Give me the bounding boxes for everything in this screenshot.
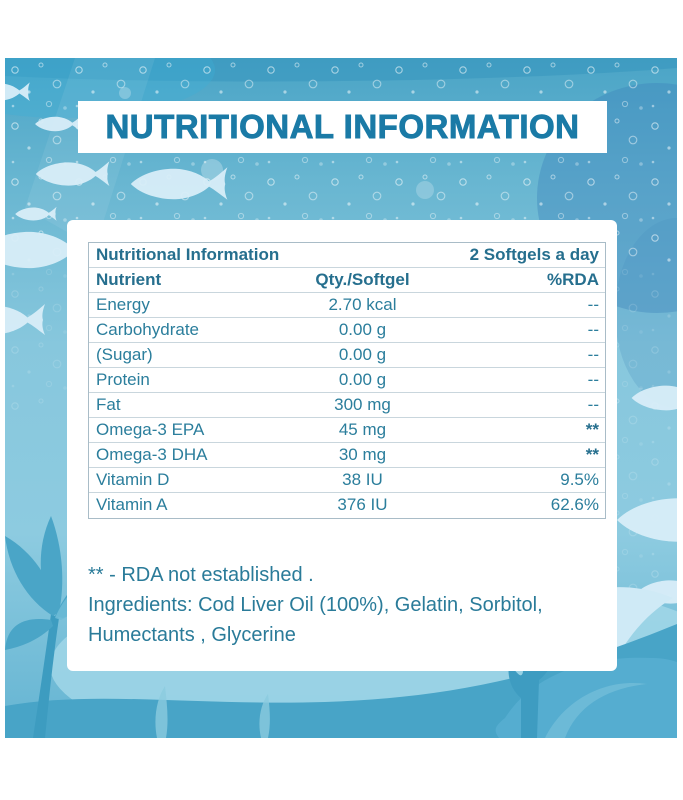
ingredients-line: Humectants , Glycerine bbox=[88, 624, 296, 646]
nutrient-qty: 0.00 g bbox=[338, 370, 387, 389]
nutrient-qty: 30 mg bbox=[338, 445, 387, 464]
column-header-nutrient: Nutrient bbox=[96, 270, 162, 289]
nutrient-rda: -- bbox=[587, 295, 599, 314]
table-row: Vitamin A 376 IU 62.6% bbox=[89, 493, 605, 518]
nutrient-name: Vitamin D bbox=[96, 470, 170, 489]
footnotes: ** - RDA not established . Ingredients: … bbox=[88, 560, 603, 650]
nutrient-name: (Sugar) bbox=[96, 345, 153, 364]
nutrient-qty: 38 IU bbox=[342, 470, 383, 489]
big-fish bbox=[495, 657, 677, 738]
nutrient-rda: ** bbox=[585, 445, 599, 464]
table-caption: Nutritional Information bbox=[96, 245, 280, 264]
nutrient-name: Omega-3 DHA bbox=[96, 445, 208, 464]
table-row: Carbohydrate 0.00 g -- bbox=[89, 318, 605, 343]
nutrient-rda: ** bbox=[585, 420, 599, 439]
nutrient-name: Energy bbox=[96, 295, 150, 314]
nutrient-qty: 45 mg bbox=[338, 420, 387, 439]
nutrient-rda: -- bbox=[587, 395, 599, 414]
table-row: Energy 2.70 kcal -- bbox=[89, 293, 605, 318]
table-row: (Sugar) 0.00 g -- bbox=[89, 343, 605, 368]
title-banner: NUTRITIONAL INFORMATION bbox=[78, 101, 607, 153]
nutrient-rda: -- bbox=[587, 345, 599, 364]
column-header-rda: %RDA bbox=[547, 270, 599, 289]
table-caption-row: Nutritional Information 2 Softgels a day bbox=[89, 243, 605, 268]
nutrient-qty: 2.70 kcal bbox=[328, 295, 397, 314]
table-row: Protein 0.00 g -- bbox=[89, 368, 605, 393]
nutrition-table: Nutritional Information 2 Softgels a day… bbox=[88, 242, 606, 519]
nutrient-qty: 0.00 g bbox=[338, 345, 387, 364]
nutrient-name: Carbohydrate bbox=[96, 320, 200, 339]
page-title: NUTRITIONAL INFORMATION bbox=[105, 108, 580, 146]
nutrition-panel: Nutritional Information 2 Softgels a day… bbox=[67, 220, 617, 671]
table-row: Omega-3 DHA 30 mg ** bbox=[89, 443, 605, 468]
ingredients-line: Ingredients: Cod Liver Oil (100%), Gelat… bbox=[88, 594, 543, 616]
nutrient-qty: 0.00 g bbox=[338, 320, 387, 339]
nutrient-qty: 300 mg bbox=[334, 395, 391, 414]
nutrient-rda: -- bbox=[587, 320, 599, 339]
nutrient-qty: 376 IU bbox=[337, 495, 388, 514]
nutrient-name: Fat bbox=[96, 395, 121, 414]
nutrient-rda: 62.6% bbox=[550, 495, 599, 514]
column-header-qty: Qty./Softgel bbox=[315, 270, 410, 289]
table-row: Omega-3 EPA 45 mg ** bbox=[89, 418, 605, 443]
rda-footnote: ** - RDA not established . bbox=[88, 564, 314, 586]
nutrient-rda: 9.5% bbox=[560, 470, 599, 489]
table-header-row: Nutrient Qty./Softgel %RDA bbox=[89, 268, 605, 293]
table-row: Fat 300 mg -- bbox=[89, 393, 605, 418]
table-row: Vitamin D 38 IU 9.5% bbox=[89, 468, 605, 493]
nutrient-name: Protein bbox=[96, 370, 150, 389]
serving-size: 2 Softgels a day bbox=[469, 245, 599, 264]
nutrient-name: Vitamin A bbox=[96, 495, 168, 514]
nutrient-rda: -- bbox=[587, 370, 599, 389]
seabed-band bbox=[5, 624, 677, 738]
nutrient-name: Omega-3 EPA bbox=[96, 420, 205, 439]
